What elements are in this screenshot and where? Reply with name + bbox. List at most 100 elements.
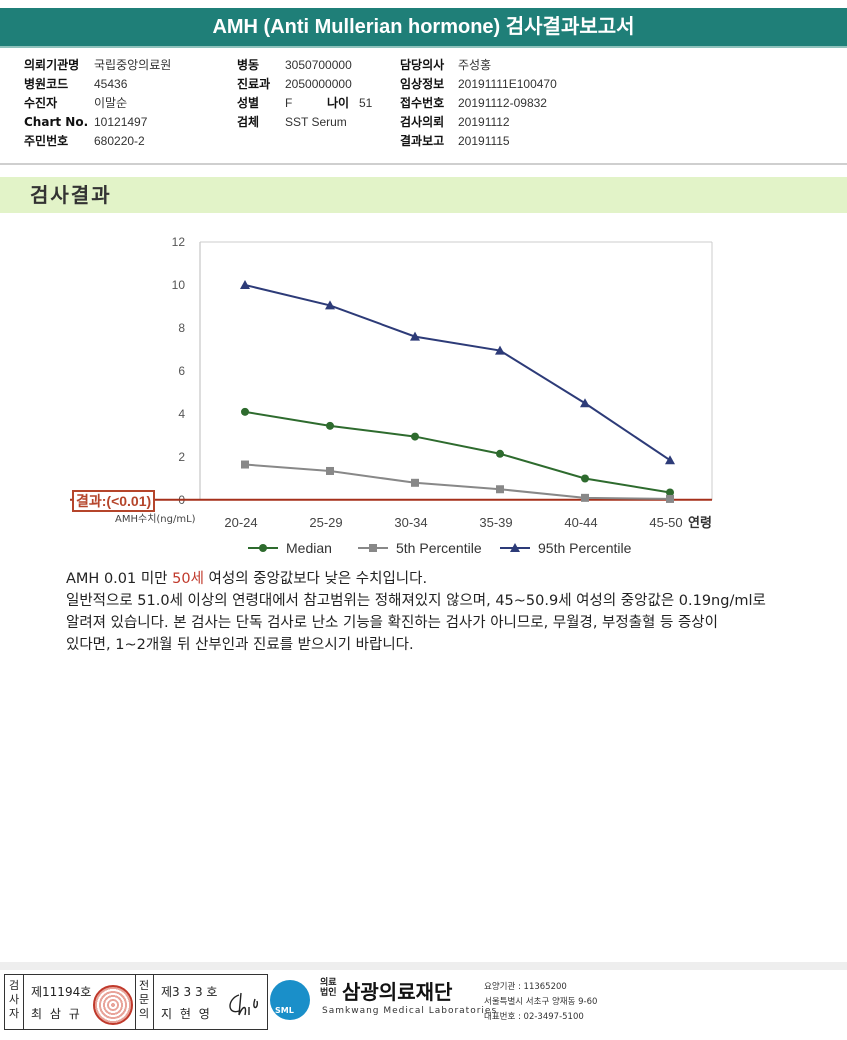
- data-point: [326, 466, 334, 475]
- divider: [0, 163, 847, 165]
- info-label: 결과보고: [400, 134, 445, 148]
- org-code: 요양기관 : 11365200: [484, 982, 567, 992]
- data-point: [495, 345, 505, 355]
- data-point: [240, 280, 250, 289]
- x-tick-label: 40-44: [564, 515, 597, 530]
- title-underline: [0, 46, 847, 48]
- data-point: [666, 494, 674, 503]
- data-point: [580, 398, 590, 408]
- data-point: [325, 300, 335, 310]
- data-point: [496, 485, 504, 494]
- section-title: 검사결과: [30, 183, 112, 207]
- y-tick-label: 10: [172, 278, 186, 292]
- age-highlight: 50세: [172, 571, 204, 587]
- x-tick-label: 20-24: [224, 515, 257, 530]
- series-line: [244, 410, 671, 494]
- org-english-name: Samkwang Medical Laboratories: [322, 1006, 498, 1016]
- examiner-cell: 제11194호 최 삼 규: [23, 975, 136, 1029]
- info-value: 20191112-09832: [458, 96, 547, 110]
- description-text: AMH 0.01 미만: [66, 571, 173, 587]
- info-label: Chart No.: [24, 115, 89, 129]
- y-tick-label: 4: [178, 407, 185, 421]
- report-title: AMH (Anti Mullerian hormone) 검사결과보고서: [0, 8, 847, 46]
- footer-divider: [0, 962, 847, 970]
- y-tick-label: 8: [178, 321, 185, 335]
- section-header: 검사결과: [0, 177, 847, 213]
- seal-icon: [93, 985, 133, 1025]
- signature-icon: [229, 992, 259, 1016]
- info-value: 10121497: [94, 115, 148, 129]
- info-row: 수진자 이말순: [24, 94, 171, 113]
- series-line: [244, 463, 671, 500]
- info-value: SST Serum: [285, 115, 347, 129]
- x-tick-label: 25-29: [309, 515, 342, 530]
- info-value: F: [285, 96, 293, 110]
- info-label: 검체: [237, 115, 260, 129]
- legend-label: Median: [286, 540, 332, 556]
- result-label: 결과:(<0.01): [72, 490, 156, 512]
- description-text: 여성의 중앙값보다 낮은 수치입니다.: [203, 571, 428, 587]
- legend-label: 95th Percentile: [538, 540, 632, 556]
- specialist-license: 제3 3 3 호: [161, 985, 218, 999]
- info-row: 담당의사 주성홍: [400, 56, 557, 75]
- info-value: 주성홍: [458, 58, 492, 72]
- info-label: 담당의사: [400, 58, 445, 72]
- info-value: 20191115: [458, 134, 510, 148]
- legend-marker: [259, 544, 267, 552]
- info-label: 성별: [237, 96, 260, 110]
- info-column-1: 의뢰기관명 국립중앙의료원 병원코드 45436 수진자 이말순 Chart No. 1…: [24, 56, 171, 151]
- x-axis-label: 연령: [688, 516, 712, 531]
- data-point: [581, 474, 589, 483]
- legend-marker: [510, 543, 520, 552]
- info-row: 주민번호 680220-2: [24, 132, 171, 151]
- info-label: 임상정보: [400, 77, 445, 91]
- info-label: 진료과: [237, 77, 271, 91]
- info-label: 병원코드: [24, 77, 69, 91]
- info-column-3: 담당의사 주성홍 임상정보 20191111E100470 접수번호 20191112…: [400, 56, 557, 151]
- info-row: 병원코드 45436: [24, 75, 171, 94]
- org-contact: 요양기관 : 11365200 서울특별시 서초구 양재동 9-60 대표번호 …: [484, 980, 597, 1025]
- data-point: [410, 331, 420, 341]
- description-line-2: 일반적으로 51.0세 이상의 연령대에서 참고범위는 정해져있지 않으며, 4…: [66, 593, 766, 609]
- data-point: [411, 432, 419, 441]
- data-point: [326, 421, 334, 430]
- info-label: 의뢰기관명: [24, 58, 80, 72]
- org-prefix: 의료법인: [320, 978, 337, 998]
- data-point: [496, 449, 504, 458]
- examiner-label-cell: 검사자: [5, 975, 24, 1029]
- info-row: 결과보고 20191115: [400, 132, 557, 151]
- examiner-label: 검사자: [8, 979, 20, 1020]
- info-value: 국립중앙의료원: [94, 58, 172, 72]
- org-logo: SML 의료법인 삼광의료재단 Samkwang Medical Laborat…: [270, 974, 600, 1030]
- info-row: 임상정보 20191111E100470: [400, 75, 557, 94]
- examiner-name: 최 삼 규: [31, 1007, 82, 1021]
- specialist-label: 전문의: [138, 979, 150, 1020]
- info-row: Chart No. 10121497: [24, 113, 171, 132]
- examiner-license: 제11194호: [31, 985, 92, 999]
- logo-mark: SML: [275, 1006, 294, 1015]
- signature-box: 검사자 제11194호 최 삼 규 전문의 제3 3 3 호 지 현 영: [4, 974, 268, 1030]
- description-line-1: AMH 0.01 미만 50세 여성의 중앙값보다 낮은 수치입니다.: [66, 568, 826, 590]
- legend-label: 5th Percentile: [396, 540, 482, 556]
- data-point: [666, 488, 674, 497]
- data-point: [411, 478, 419, 487]
- legend-marker: [369, 544, 377, 552]
- org-phone: 대표번호 : 02-3497-5100: [484, 1012, 584, 1022]
- result-description: AMH 0.01 미만 50세 여성의 중앙값보다 낮은 수치입니다. 일반적으…: [66, 568, 826, 656]
- age-label: 나이: [327, 96, 350, 110]
- info-row: 의뢰기관명 국립중앙의료원: [24, 56, 171, 75]
- info-row: 접수번호 20191112-09832: [400, 94, 557, 113]
- logo-icon: [270, 980, 310, 1020]
- info-value: 이말순: [94, 96, 128, 110]
- info-value: 680220-2: [94, 134, 145, 148]
- y-tick-label: 6: [178, 364, 185, 378]
- y-tick-label: 2: [178, 450, 185, 464]
- specialist-name: 지 현 영: [161, 1007, 212, 1021]
- specialist-label-cell: 전문의: [135, 975, 154, 1029]
- info-row: 검체 SST Serum: [237, 113, 372, 132]
- info-value: 2050000000: [285, 77, 352, 91]
- data-point: [581, 493, 589, 502]
- info-label: 주민번호: [24, 134, 69, 148]
- info-row: 진료과 2050000000: [237, 75, 372, 94]
- info-row: 검사의뢰 20191112: [400, 113, 557, 132]
